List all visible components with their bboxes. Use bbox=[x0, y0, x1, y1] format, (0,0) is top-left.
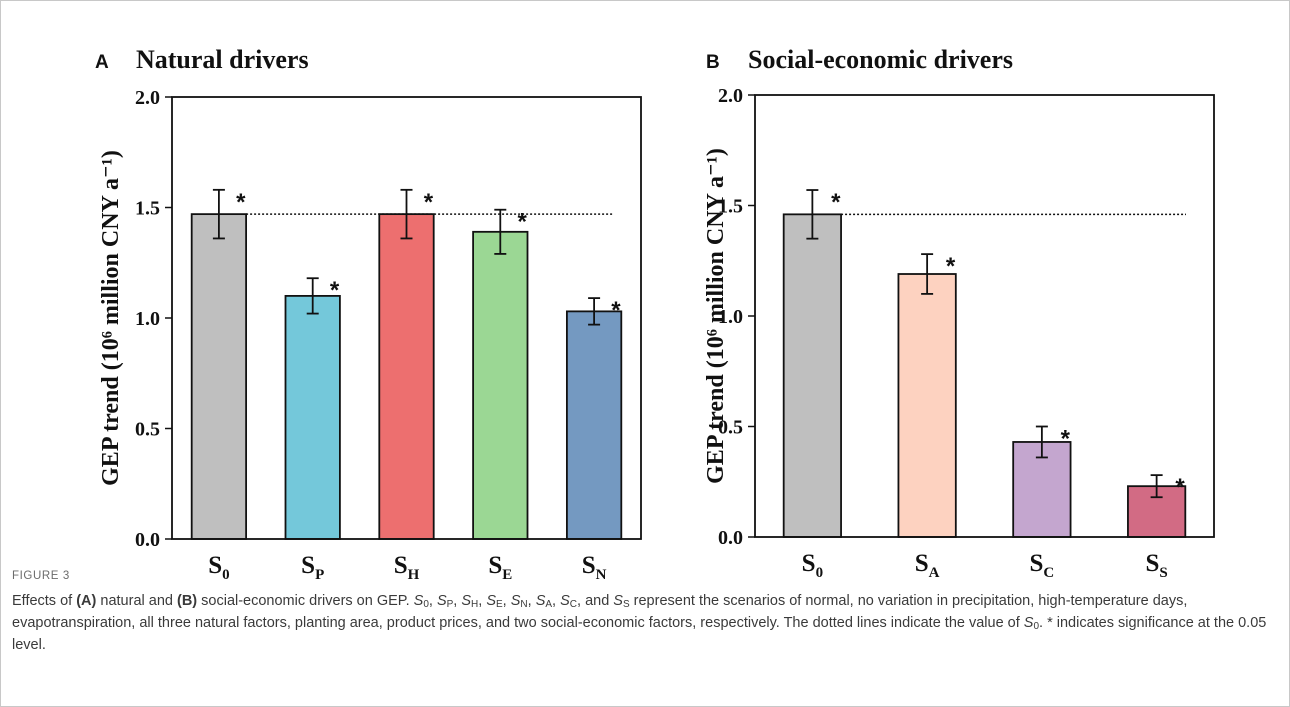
caption-scenario-A: A bbox=[545, 599, 553, 610]
panel-b-bar-A bbox=[897, 273, 957, 538]
panel-b-error-bar-C bbox=[1035, 425, 1048, 459]
panel-a-bar-0 bbox=[190, 213, 248, 540]
panel-b-y-axis-label: GEP trend (10⁶ million CNY a⁻¹) bbox=[703, 148, 729, 484]
panel-a-y-axis-label: GEP trend (10⁶ million CNY a⁻¹) bbox=[98, 150, 124, 486]
panel-b-category-label-A: SA bbox=[915, 550, 940, 581]
panel-a-significance-star: * bbox=[518, 209, 528, 236]
caption-scenario-E: E bbox=[496, 599, 503, 610]
panel-b-error-bar-0 bbox=[806, 189, 819, 240]
caption-scenario-P: P bbox=[446, 599, 454, 610]
caption-scenario-N: N bbox=[520, 599, 528, 610]
caption-scenario-H: H bbox=[471, 599, 479, 610]
panel-a-significance-star: * bbox=[611, 297, 621, 324]
panel-b-significance-star: * bbox=[946, 253, 956, 280]
figure-caption: Effects of (A) natural and (B) social-ec… bbox=[12, 593, 1267, 653]
caption-scenario-list: S0, SP, SH, SE, SN, SA, SC, and SS bbox=[413, 593, 630, 610]
panel-a-bar-H bbox=[378, 213, 435, 540]
panel-a-y-tick-label: 0.5 bbox=[135, 419, 160, 441]
panel-b-y-tick-label: 1.5 bbox=[718, 196, 743, 218]
panel-b-error-bar-A bbox=[921, 253, 934, 295]
panel-a-plot-frame bbox=[171, 96, 642, 540]
panel-b-category-label-S: SS bbox=[1146, 550, 1168, 581]
panel-a-y-tick-label: 0.0 bbox=[135, 529, 160, 551]
caption-scenario-C: C bbox=[569, 599, 578, 610]
panel-b-y-tick-label: 0.5 bbox=[718, 417, 743, 439]
panel-b-y-tick-label: 1.0 bbox=[718, 306, 743, 328]
panel-b-y-tick-label: 2.0 bbox=[718, 85, 743, 107]
panel-b-significance-star: * bbox=[831, 189, 841, 216]
panel-a-y-tick-label: 1.5 bbox=[135, 198, 160, 220]
caption-scenario-S: S bbox=[622, 599, 630, 610]
panel-a-error-bar-N bbox=[588, 297, 601, 326]
panel-a-bar-N bbox=[565, 310, 623, 540]
caption-scenario-0: 0 bbox=[423, 599, 429, 610]
panel-a-significance-star: * bbox=[330, 277, 340, 304]
panel-a-category-label-H: SH bbox=[394, 552, 420, 583]
panel-a-error-bar-P bbox=[306, 277, 319, 315]
panel-b-category-label-C: SC bbox=[1030, 550, 1055, 581]
panel-a-significance-star: * bbox=[424, 189, 434, 216]
panel-a-bar-E bbox=[472, 230, 529, 540]
panel-a-error-bar-E bbox=[494, 208, 507, 255]
panel-b-plot-frame bbox=[754, 94, 1215, 538]
panel-a-category-label-N: SN bbox=[582, 552, 607, 583]
panel-a-title: Natural drivers bbox=[136, 45, 309, 74]
panel-b-chart: B Social-economic drivers GEP trend (10⁶ m… bbox=[703, 45, 1215, 581]
panel-a-letter: A bbox=[95, 52, 109, 73]
panel-b-significance-star: * bbox=[1175, 474, 1185, 501]
panel-a-bar-P bbox=[284, 294, 341, 540]
panel-a-category-label-E: SE bbox=[488, 552, 512, 583]
panel-b-category-label-0: S0 bbox=[802, 550, 823, 581]
figure-label: FIGURE 3 bbox=[12, 570, 70, 582]
panel-b-significance-star: * bbox=[1061, 426, 1071, 453]
panel-a-category-label-P: SP bbox=[301, 552, 324, 583]
panel-a-significance-star: * bbox=[236, 189, 246, 216]
panel-a-category-label-0: S0 bbox=[208, 552, 229, 583]
panel-b-letter: B bbox=[706, 52, 720, 73]
panel-a-chart: A Natural drivers GEP trend (10⁶ million C… bbox=[95, 45, 642, 583]
panel-a-error-bar-0 bbox=[212, 188, 225, 240]
panel-b-bar-0 bbox=[782, 213, 842, 538]
panel-b-title: Social-economic drivers bbox=[748, 45, 1013, 74]
panel-a-y-tick-label: 1.0 bbox=[135, 308, 160, 330]
panel-a-y-tick-label: 2.0 bbox=[135, 87, 160, 109]
panel-b-y-tick-label: 0.0 bbox=[718, 527, 743, 549]
panel-b-error-bar-S bbox=[1150, 474, 1163, 499]
